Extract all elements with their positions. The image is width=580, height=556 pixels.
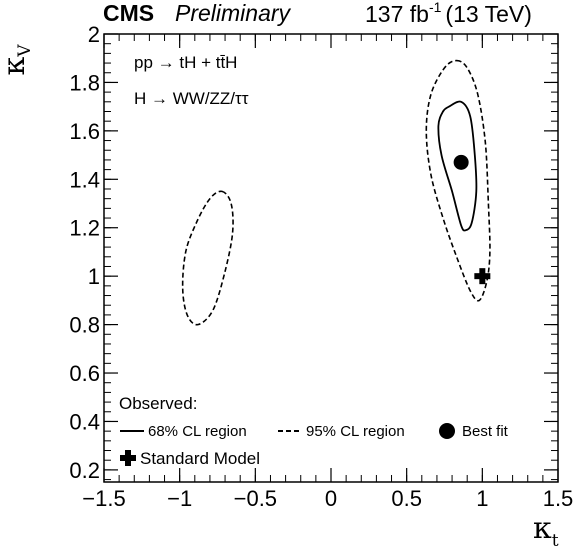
contour-95-left bbox=[181, 190, 234, 326]
y-tick-label: 1 bbox=[88, 264, 100, 289]
header-lumi-energy: (13 TeV) bbox=[445, 1, 532, 27]
y-tick-label: 1.2 bbox=[69, 216, 100, 241]
standard-model-point bbox=[474, 268, 491, 285]
contour-68 bbox=[437, 100, 478, 232]
header-experiment: CMS bbox=[103, 0, 154, 26]
x-tick-label: 0 bbox=[325, 486, 337, 511]
legend-sm-swatch bbox=[120, 450, 136, 466]
x-tick-label: −1 bbox=[167, 486, 192, 511]
legend: Observed: 68% CL region 95% CL region Be… bbox=[119, 394, 509, 468]
x-tick-label: 1 bbox=[476, 486, 488, 511]
y-tick-label: 1.8 bbox=[69, 70, 100, 95]
legend-best-fit-swatch bbox=[439, 423, 455, 439]
contours bbox=[181, 59, 491, 326]
header-lumi-value: 137 fb bbox=[365, 1, 429, 27]
process-annotation: pp → tH + tt̄H bbox=[134, 53, 237, 72]
y-axis-label: κV bbox=[0, 44, 35, 76]
y-tick-label: 1.6 bbox=[69, 119, 100, 144]
markers bbox=[453, 154, 491, 285]
decay-annotation: H → WW/ZZ/ττ bbox=[134, 89, 249, 108]
best-fit-point bbox=[453, 154, 469, 170]
y-tick-label: 0.8 bbox=[69, 313, 100, 338]
x-tick-label: −0.5 bbox=[234, 486, 277, 511]
y-tick-label: 0.2 bbox=[69, 458, 100, 483]
legend-best-fit-label: Best fit bbox=[462, 423, 509, 440]
x-tick-label: 0.5 bbox=[391, 486, 422, 511]
x-tick-label: 1.5 bbox=[543, 486, 574, 511]
legend-title: Observed: bbox=[119, 394, 197, 413]
y-tick-label: 0.6 bbox=[69, 361, 100, 386]
contour-95-right bbox=[425, 59, 491, 302]
y-tick-label: 0.4 bbox=[69, 409, 100, 434]
legend-95-label: 95% CL region bbox=[306, 423, 405, 440]
axes: −1.5 −1 −0.5 0 0.5 1 1.5 0.2 0.4 0.6 0.8 1 1.2 1.4 1.6… bbox=[69, 22, 573, 511]
x-tick-label: −1.5 bbox=[82, 486, 125, 511]
y-tick-label: 1.4 bbox=[69, 167, 100, 192]
legend-68-label: 68% CL region bbox=[148, 423, 247, 440]
header-status: Preliminary bbox=[175, 0, 292, 26]
y-tick-label: 2 bbox=[88, 22, 100, 47]
legend-sm-label: Standard Model bbox=[140, 449, 260, 468]
header-lumi-exp: -1 bbox=[429, 0, 442, 15]
header-lumi: 137 fb-1 (13 TeV) bbox=[365, 0, 532, 27]
x-axis-label: κt bbox=[533, 511, 559, 551]
